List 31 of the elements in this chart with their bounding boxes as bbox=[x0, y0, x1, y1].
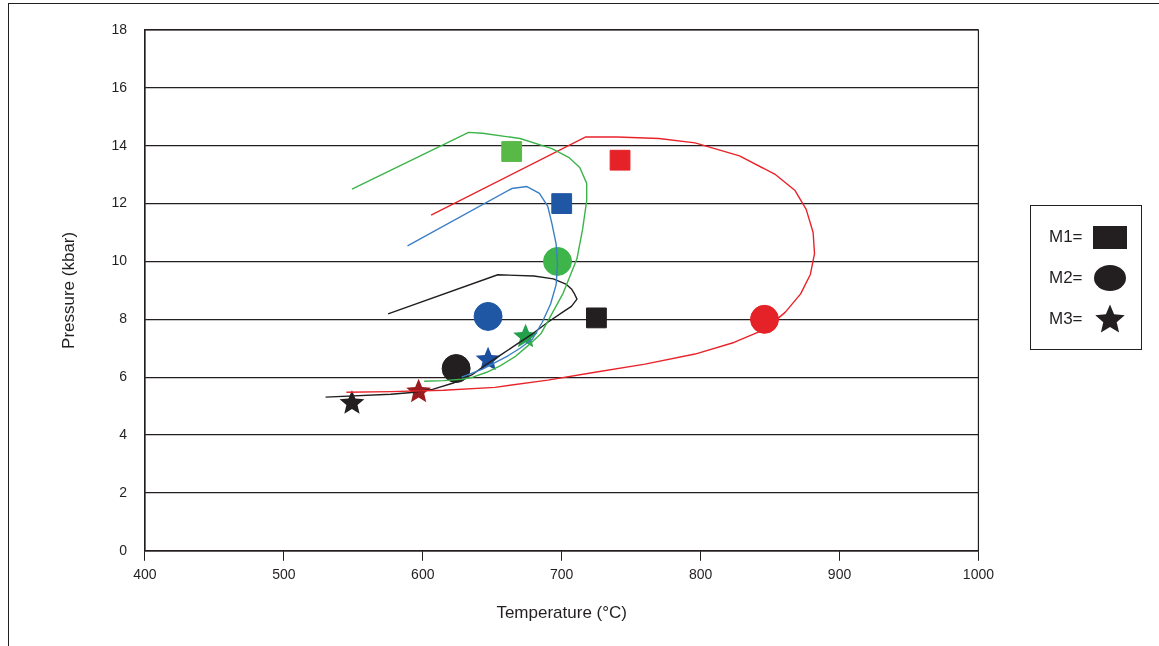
y-tick-label: 4 bbox=[119, 425, 128, 442]
legend-label: M3= bbox=[1049, 308, 1083, 329]
x-tick-label: 900 bbox=[827, 566, 852, 583]
point bbox=[501, 141, 523, 162]
legend-label: M2= bbox=[1049, 267, 1083, 288]
y-tick-label: 14 bbox=[111, 136, 128, 153]
y-tick-label: 8 bbox=[119, 310, 128, 327]
x-tick-label: 500 bbox=[272, 566, 296, 583]
y-tick-label: 0 bbox=[119, 541, 128, 558]
y-tick-label: 18 bbox=[111, 20, 128, 37]
point bbox=[750, 304, 780, 334]
point bbox=[339, 390, 365, 414]
point bbox=[609, 149, 631, 171]
y-tick-label: 10 bbox=[111, 252, 128, 269]
y-tick-label: 6 bbox=[119, 368, 128, 385]
x-tick-label: 800 bbox=[688, 566, 713, 583]
x-tick-label: 700 bbox=[550, 566, 574, 583]
point bbox=[586, 307, 607, 329]
point bbox=[441, 354, 471, 384]
x-tick-label: 600 bbox=[411, 566, 435, 583]
point bbox=[473, 301, 503, 331]
y-tick-label: 2 bbox=[119, 483, 128, 500]
x-axis-title: Temperature (°C) bbox=[496, 603, 627, 623]
point bbox=[551, 193, 573, 214]
y-tick-label: 12 bbox=[111, 194, 128, 211]
x-tick-label: 1000 bbox=[962, 566, 995, 583]
point bbox=[543, 246, 573, 276]
x-tick-label: 400 bbox=[133, 566, 157, 583]
y-tick-label: 16 bbox=[111, 78, 128, 95]
legend-label: M1= bbox=[1049, 226, 1083, 247]
y-axis-title: Pressure (kbar) bbox=[58, 231, 78, 349]
